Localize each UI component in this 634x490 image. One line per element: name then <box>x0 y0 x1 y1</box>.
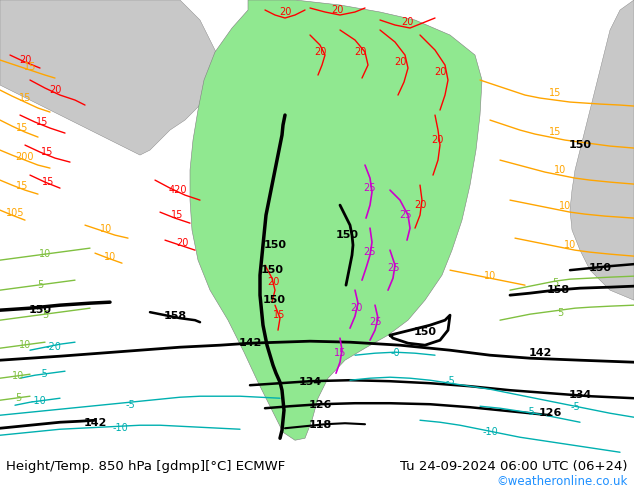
Polygon shape <box>190 0 482 440</box>
Text: 10: 10 <box>104 252 116 262</box>
Text: 20: 20 <box>354 47 366 57</box>
Text: 20: 20 <box>394 57 406 67</box>
Text: 15: 15 <box>16 181 28 191</box>
Text: 20: 20 <box>331 5 343 15</box>
Text: 15: 15 <box>549 88 561 98</box>
Polygon shape <box>570 0 634 300</box>
Text: 15: 15 <box>42 177 54 187</box>
Text: 20: 20 <box>314 47 326 57</box>
Text: 25: 25 <box>364 247 376 257</box>
Text: -5: -5 <box>38 369 48 379</box>
Text: 15: 15 <box>16 123 28 133</box>
Text: 142: 142 <box>83 418 107 428</box>
Text: 150: 150 <box>261 265 283 275</box>
Text: -5: -5 <box>525 407 535 417</box>
Text: 134: 134 <box>299 377 321 387</box>
Text: ©weatheronline.co.uk: ©weatheronline.co.uk <box>496 475 628 488</box>
Text: 150: 150 <box>413 327 436 337</box>
Text: 20: 20 <box>19 55 31 65</box>
Text: 134: 134 <box>568 390 592 400</box>
Text: 5: 5 <box>557 308 563 318</box>
Text: 20: 20 <box>267 277 279 287</box>
Text: 150: 150 <box>264 240 287 250</box>
Text: 126: 126 <box>538 408 562 418</box>
Text: 20: 20 <box>414 200 426 210</box>
Text: 20: 20 <box>350 303 362 313</box>
Text: -10: -10 <box>482 427 498 437</box>
Text: 10: 10 <box>559 201 571 211</box>
Text: -5: -5 <box>125 400 135 410</box>
Text: 150: 150 <box>335 230 358 240</box>
Text: 25: 25 <box>387 263 399 273</box>
Text: 5: 5 <box>42 310 48 320</box>
Text: 150: 150 <box>262 295 285 305</box>
Text: 15: 15 <box>41 147 53 157</box>
Text: 15: 15 <box>549 127 561 137</box>
Text: 420: 420 <box>169 185 187 195</box>
Text: 15: 15 <box>24 62 36 72</box>
Text: 20: 20 <box>431 135 443 145</box>
Text: 10: 10 <box>554 165 566 175</box>
Text: 10: 10 <box>564 240 576 250</box>
Text: 142: 142 <box>238 338 262 348</box>
Text: 20: 20 <box>279 7 291 17</box>
Text: 126: 126 <box>308 400 332 410</box>
Text: 5: 5 <box>552 278 558 288</box>
Text: -20: -20 <box>45 342 61 352</box>
Text: 10: 10 <box>39 249 51 259</box>
Text: 15: 15 <box>171 210 183 220</box>
Text: 142: 142 <box>528 348 552 358</box>
Text: 150: 150 <box>588 263 612 273</box>
Text: 10: 10 <box>19 340 31 350</box>
Text: 5: 5 <box>15 393 21 403</box>
Text: 200: 200 <box>16 152 34 162</box>
Text: -0: -0 <box>390 348 400 358</box>
Text: 15: 15 <box>36 117 48 127</box>
Text: 25: 25 <box>369 317 381 327</box>
Text: 20: 20 <box>401 17 413 27</box>
Text: 158: 158 <box>547 285 569 295</box>
Text: 158: 158 <box>164 311 186 321</box>
Text: 20: 20 <box>49 85 61 95</box>
Text: 20: 20 <box>434 67 446 77</box>
Text: 20: 20 <box>176 238 188 248</box>
Text: -10: -10 <box>112 423 128 433</box>
Text: 25: 25 <box>364 183 376 193</box>
Text: -5: -5 <box>445 376 455 386</box>
Text: 10: 10 <box>12 371 24 381</box>
Text: 15: 15 <box>273 310 285 320</box>
Polygon shape <box>0 0 220 155</box>
Text: -10: -10 <box>30 396 46 406</box>
Text: 15: 15 <box>334 348 346 358</box>
Text: 105: 105 <box>6 208 24 218</box>
Text: 10: 10 <box>100 224 112 234</box>
Text: 10: 10 <box>484 271 496 281</box>
Text: Height/Temp. 850 hPa [gdmp][°C] ECMWF: Height/Temp. 850 hPa [gdmp][°C] ECMWF <box>6 460 285 473</box>
Text: 15: 15 <box>19 93 31 103</box>
Text: 25: 25 <box>399 210 411 220</box>
Text: 150: 150 <box>29 305 51 315</box>
Text: 5: 5 <box>37 280 43 290</box>
Text: Tu 24-09-2024 06:00 UTC (06+24): Tu 24-09-2024 06:00 UTC (06+24) <box>400 460 628 473</box>
Text: 150: 150 <box>569 140 592 150</box>
Text: 118: 118 <box>308 420 332 430</box>
Text: -5: -5 <box>570 402 580 412</box>
